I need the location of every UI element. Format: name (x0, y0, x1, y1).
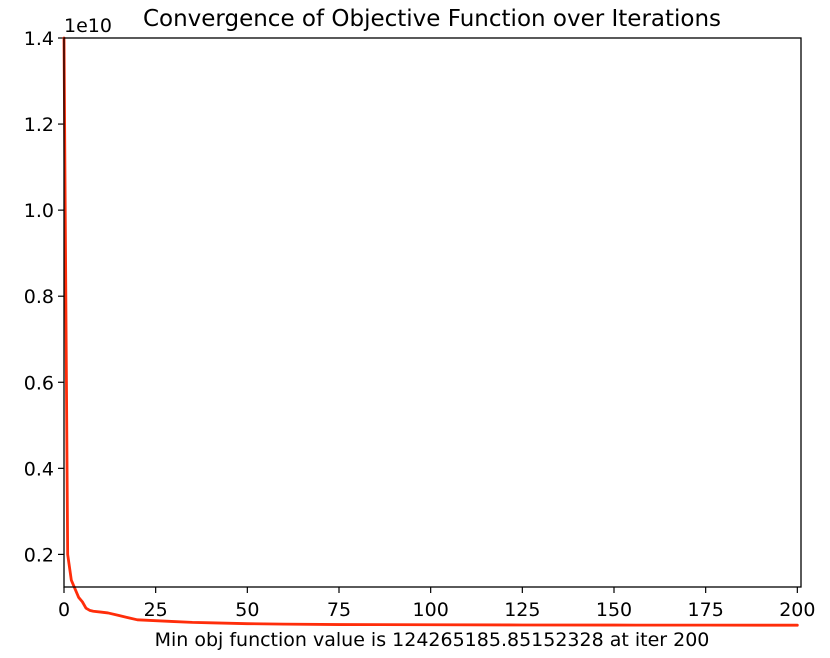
x-axis-ticks: 0 25 50 75 100 125 150 175 200 (58, 587, 815, 621)
series-line (62, 36, 799, 627)
x-axis-label: Min obj function value is 124265185.8515… (155, 629, 710, 651)
x-tick-label: 125 (504, 599, 540, 621)
plot-frame (63, 37, 802, 588)
x-tick-label: 200 (779, 599, 815, 621)
x-tick-label: 25 (144, 599, 168, 621)
y-tick-label: 1.4 (24, 28, 54, 50)
series-layer (62, 36, 799, 627)
y-tick-label: 0.8 (24, 286, 54, 308)
y-axis-ticks: 0.2 0.4 0.6 0.8 1.0 1.2 1.4 (24, 28, 64, 566)
x-tick-label: 150 (596, 599, 632, 621)
y-tick-label: 1.0 (24, 200, 54, 222)
x-tick-label: 50 (235, 599, 259, 621)
y-tick-label: 0.2 (24, 544, 54, 566)
y-tick-label: 0.4 (24, 458, 54, 480)
y-tick-label: 1.2 (24, 114, 54, 136)
x-tick-label: 0 (58, 599, 70, 621)
x-tick-label: 175 (688, 599, 724, 621)
x-tick-label: 75 (327, 599, 351, 621)
x-tick-label: 100 (413, 599, 449, 621)
y-axis-offset-label: 1e10 (64, 15, 112, 37)
chart-title: Convergence of Objective Function over I… (143, 6, 721, 32)
y-tick-label: 0.6 (24, 372, 54, 394)
